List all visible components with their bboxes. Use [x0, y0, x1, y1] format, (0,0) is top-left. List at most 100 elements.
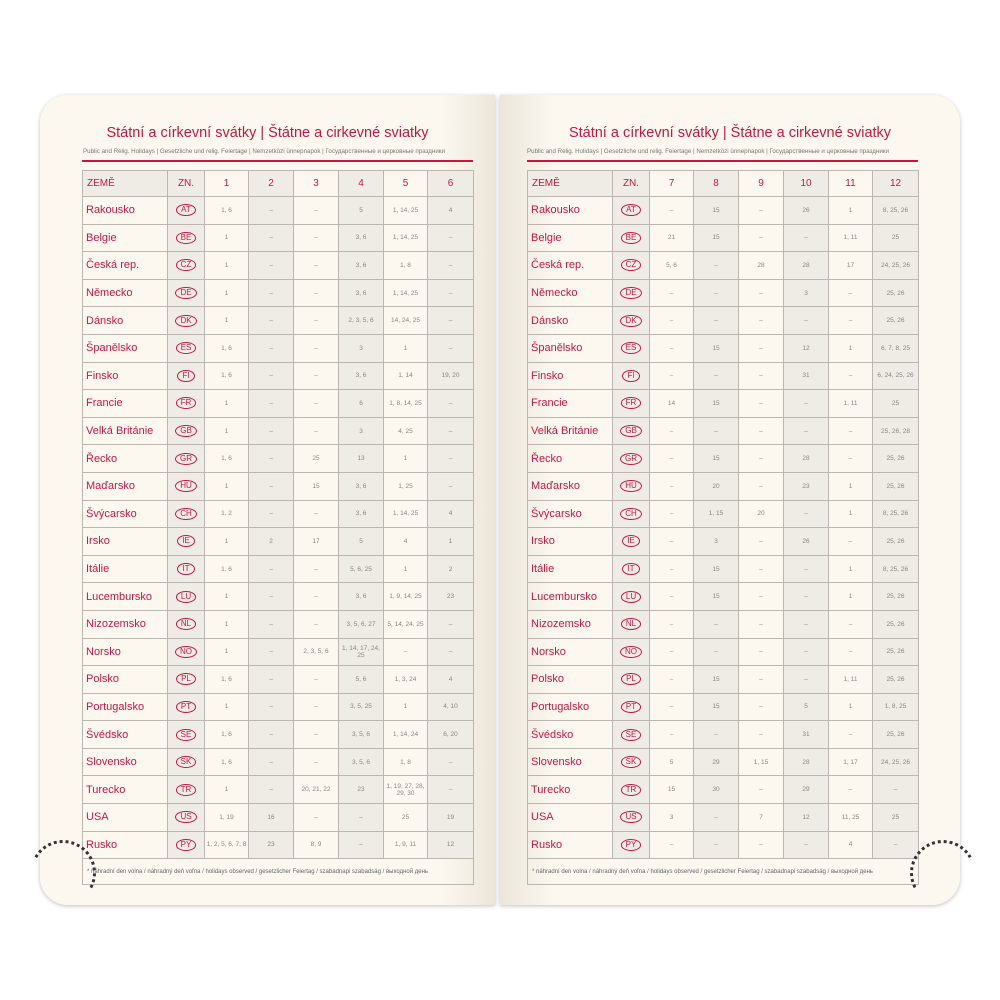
country-code-cell: ES	[612, 333, 650, 363]
country-name: Turecko	[527, 775, 613, 805]
country-code-badge: US	[620, 811, 642, 824]
country-code-cell: BE	[612, 223, 650, 253]
country-name: Německo	[527, 278, 613, 308]
table-row: Turecko TR 15 30–29– –	[527, 775, 919, 805]
country-code-cell: NO	[612, 637, 650, 667]
table-row: Řecko GR –15–28–25, 26	[527, 444, 919, 473]
holiday-days-cell: –	[783, 554, 829, 584]
country-code-cell: ES	[167, 333, 205, 363]
country-name: Rakousko	[527, 196, 613, 225]
table-row: Lucembursko LU 1– –3, 6 1, 9, 14, 25 23	[82, 582, 474, 611]
country-name: Řecko	[527, 444, 613, 473]
country-code-badge: IT	[177, 563, 195, 576]
holiday-days-cell: 30	[693, 775, 739, 805]
holiday-days-cell: 3, 6	[338, 582, 384, 611]
holiday-days-cell: 17	[293, 527, 339, 556]
holiday-days-cell: 1, 14, 24	[383, 720, 428, 749]
country-name: Francie	[527, 389, 613, 418]
table-row: Česká rep. CZ 5, 6–28 28 17 24, 25, 26	[527, 251, 919, 280]
holiday-days-cell: 23	[427, 582, 474, 611]
holiday-days-cell: 1, 2, 5, 6, 7, 8	[204, 830, 249, 860]
holiday-days-cell: 1	[204, 389, 249, 418]
holiday-days-cell: 5, 6	[649, 251, 694, 280]
holiday-days-cell: –	[738, 830, 784, 860]
holiday-days-cell: –	[828, 444, 873, 473]
holiday-days-cell: 1	[383, 444, 428, 473]
holiday-days-cell: 3, 6	[338, 471, 384, 501]
country-code-badge: LU	[175, 590, 197, 603]
footnote-row: * náhradní den volna / náhradný deň voľn…	[527, 858, 919, 886]
holiday-days-cell: –	[649, 333, 694, 363]
holiday-days-cell: 8, 25, 26	[872, 196, 919, 225]
holiday-days-cell: 1	[204, 637, 249, 667]
holiday-days-cell: 31	[783, 720, 829, 749]
column-header-month: 6	[427, 170, 474, 197]
holiday-days-cell: –	[649, 416, 694, 446]
holiday-days-cell: 15	[693, 223, 739, 253]
country-code-cell: PY	[612, 830, 650, 860]
holiday-days-cell: –	[783, 499, 829, 529]
country-code-cell: CZ	[612, 251, 650, 280]
holiday-days-cell: 3	[338, 333, 384, 363]
footnote-row: * náhradní den volna / náhradný deň voľn…	[82, 858, 474, 886]
table-row: Belgie BE 1– –3, 6 1, 14, 25–	[82, 223, 474, 253]
holiday-days-cell: –	[738, 416, 784, 446]
holiday-days-cell: –	[738, 306, 784, 335]
page-subtitle: Public and Relig. Holidays | Gesetzliche…	[83, 148, 445, 155]
footnote: * náhradní den volna / náhradný deň voľn…	[82, 858, 474, 886]
country-name: Rusko	[82, 830, 168, 860]
country-code-cell: NL	[167, 609, 205, 639]
table-row: Maďarsko HU –20–23 1 25, 26	[527, 471, 919, 501]
holiday-days-cell: –	[248, 554, 294, 584]
column-header-month: 3	[293, 170, 339, 197]
country-code-badge: TR	[620, 783, 642, 796]
holiday-days-cell: –	[828, 609, 873, 639]
holiday-days-cell: 6	[338, 389, 384, 418]
table-row: Irsko IE 1 2 17 5 4 1	[82, 527, 474, 556]
country-code-cell: PL	[612, 665, 650, 694]
holiday-days-cell: 1, 2	[204, 499, 249, 529]
holiday-days-cell: –	[248, 306, 294, 335]
country-code-badge: DE	[620, 287, 642, 300]
holiday-days-cell: 1, 11	[828, 665, 873, 694]
country-code-cell: SK	[167, 747, 205, 777]
header-row: ZEMĚ ZN. 1 2 3 4 5 6	[82, 170, 474, 197]
holiday-days-cell: –	[248, 720, 294, 749]
holiday-days-cell: 29	[783, 775, 829, 805]
holiday-days-cell: –	[248, 775, 294, 805]
table-row: Nizozemsko NL 1– –3, 5, 6, 27 5, 14, 24, 25–	[82, 609, 474, 639]
table-row: Norsko NO 1–2, 3, 5, 6 1, 14, 17, 24, 25– –	[82, 637, 474, 667]
country-code-cell: DE	[167, 278, 205, 308]
holiday-days-cell: 3, 6	[338, 499, 384, 529]
holiday-days-cell: 1, 6	[204, 720, 249, 749]
page-title: Státní a církevní svátky | Štátne a cirk…	[568, 125, 892, 141]
title-rule	[82, 160, 473, 162]
holiday-days-cell: –	[738, 637, 784, 667]
holiday-days-cell: –	[293, 333, 339, 363]
holiday-days-cell: 1, 15	[738, 747, 784, 777]
holiday-days-cell: –	[738, 196, 784, 225]
holiday-days-cell: 1	[828, 499, 873, 529]
table-row: Itálie IT 1, 6– –5, 6, 25 1 2	[82, 554, 474, 584]
holiday-days-cell: 1, 14, 25	[383, 196, 428, 225]
holiday-days-cell: 1	[383, 692, 428, 722]
country-code-cell: GR	[167, 444, 205, 473]
country-code-cell: PL	[167, 665, 205, 694]
holiday-days-cell: –	[649, 637, 694, 667]
country-code-cell: FR	[612, 389, 650, 418]
holiday-days-cell: –	[649, 582, 694, 611]
holiday-days-cell: –	[427, 389, 474, 418]
holiday-days-cell: –	[783, 637, 829, 667]
holiday-days-cell: 3, 6	[338, 278, 384, 308]
country-code-badge: PL	[621, 673, 641, 686]
holiday-days-cell: 23	[248, 830, 294, 860]
holiday-days-cell: 6, 20	[427, 720, 474, 749]
column-header-code: ZN.	[167, 170, 205, 197]
holiday-days-cell: 1, 6	[204, 665, 249, 694]
table-row: Lucembursko LU –15– –1 25, 26	[527, 582, 919, 611]
table-row: Rusko PY – – – –4–	[527, 830, 919, 860]
holiday-days-cell: 1, 3, 24	[383, 665, 428, 694]
holiday-days-cell: –	[693, 361, 739, 391]
holiday-days-cell: –	[738, 527, 784, 556]
table-row: Polsko PL 1, 6– –5, 6 1, 3, 24 4	[82, 665, 474, 694]
